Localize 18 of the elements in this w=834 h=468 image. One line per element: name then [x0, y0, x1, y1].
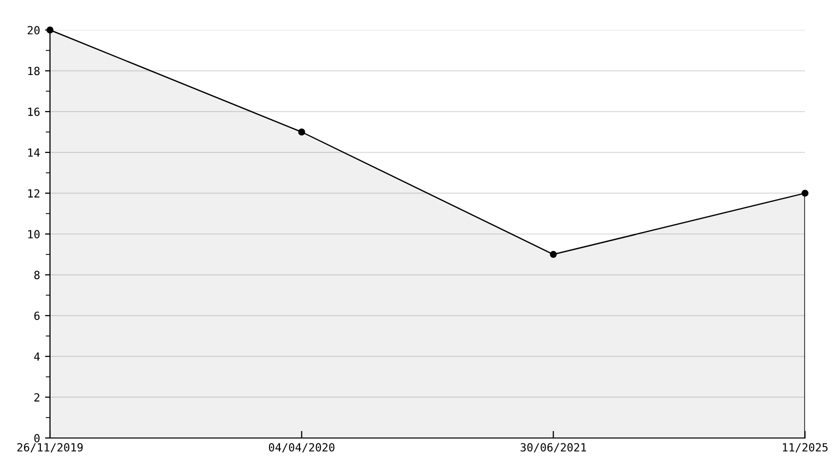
y-tick-label: 20	[28, 26, 40, 34]
point	[802, 190, 808, 197]
y-tick-label: 8	[34, 270, 40, 280]
y-tick-label: 14	[28, 148, 40, 157]
y-tick-label: 18	[28, 66, 40, 76]
y-tick-label: 6	[34, 312, 40, 320]
y-tick-label: 0	[34, 434, 40, 442]
point	[298, 128, 306, 136]
x-tick-label: 26/11/2019	[17, 443, 83, 452]
x-tick-label: 11/2025	[782, 443, 828, 452]
y-tick-label: 16	[28, 108, 40, 116]
x-tick-label: 30/06/2021	[520, 443, 586, 452]
y-tick-label: 12	[28, 189, 40, 198]
x-tick-label: 04/04/2020	[268, 443, 334, 452]
point	[550, 250, 557, 258]
y-tick-label: 2	[34, 393, 40, 402]
y-tick-label: 4	[34, 352, 40, 361]
y-tick-label: 10	[28, 230, 40, 238]
